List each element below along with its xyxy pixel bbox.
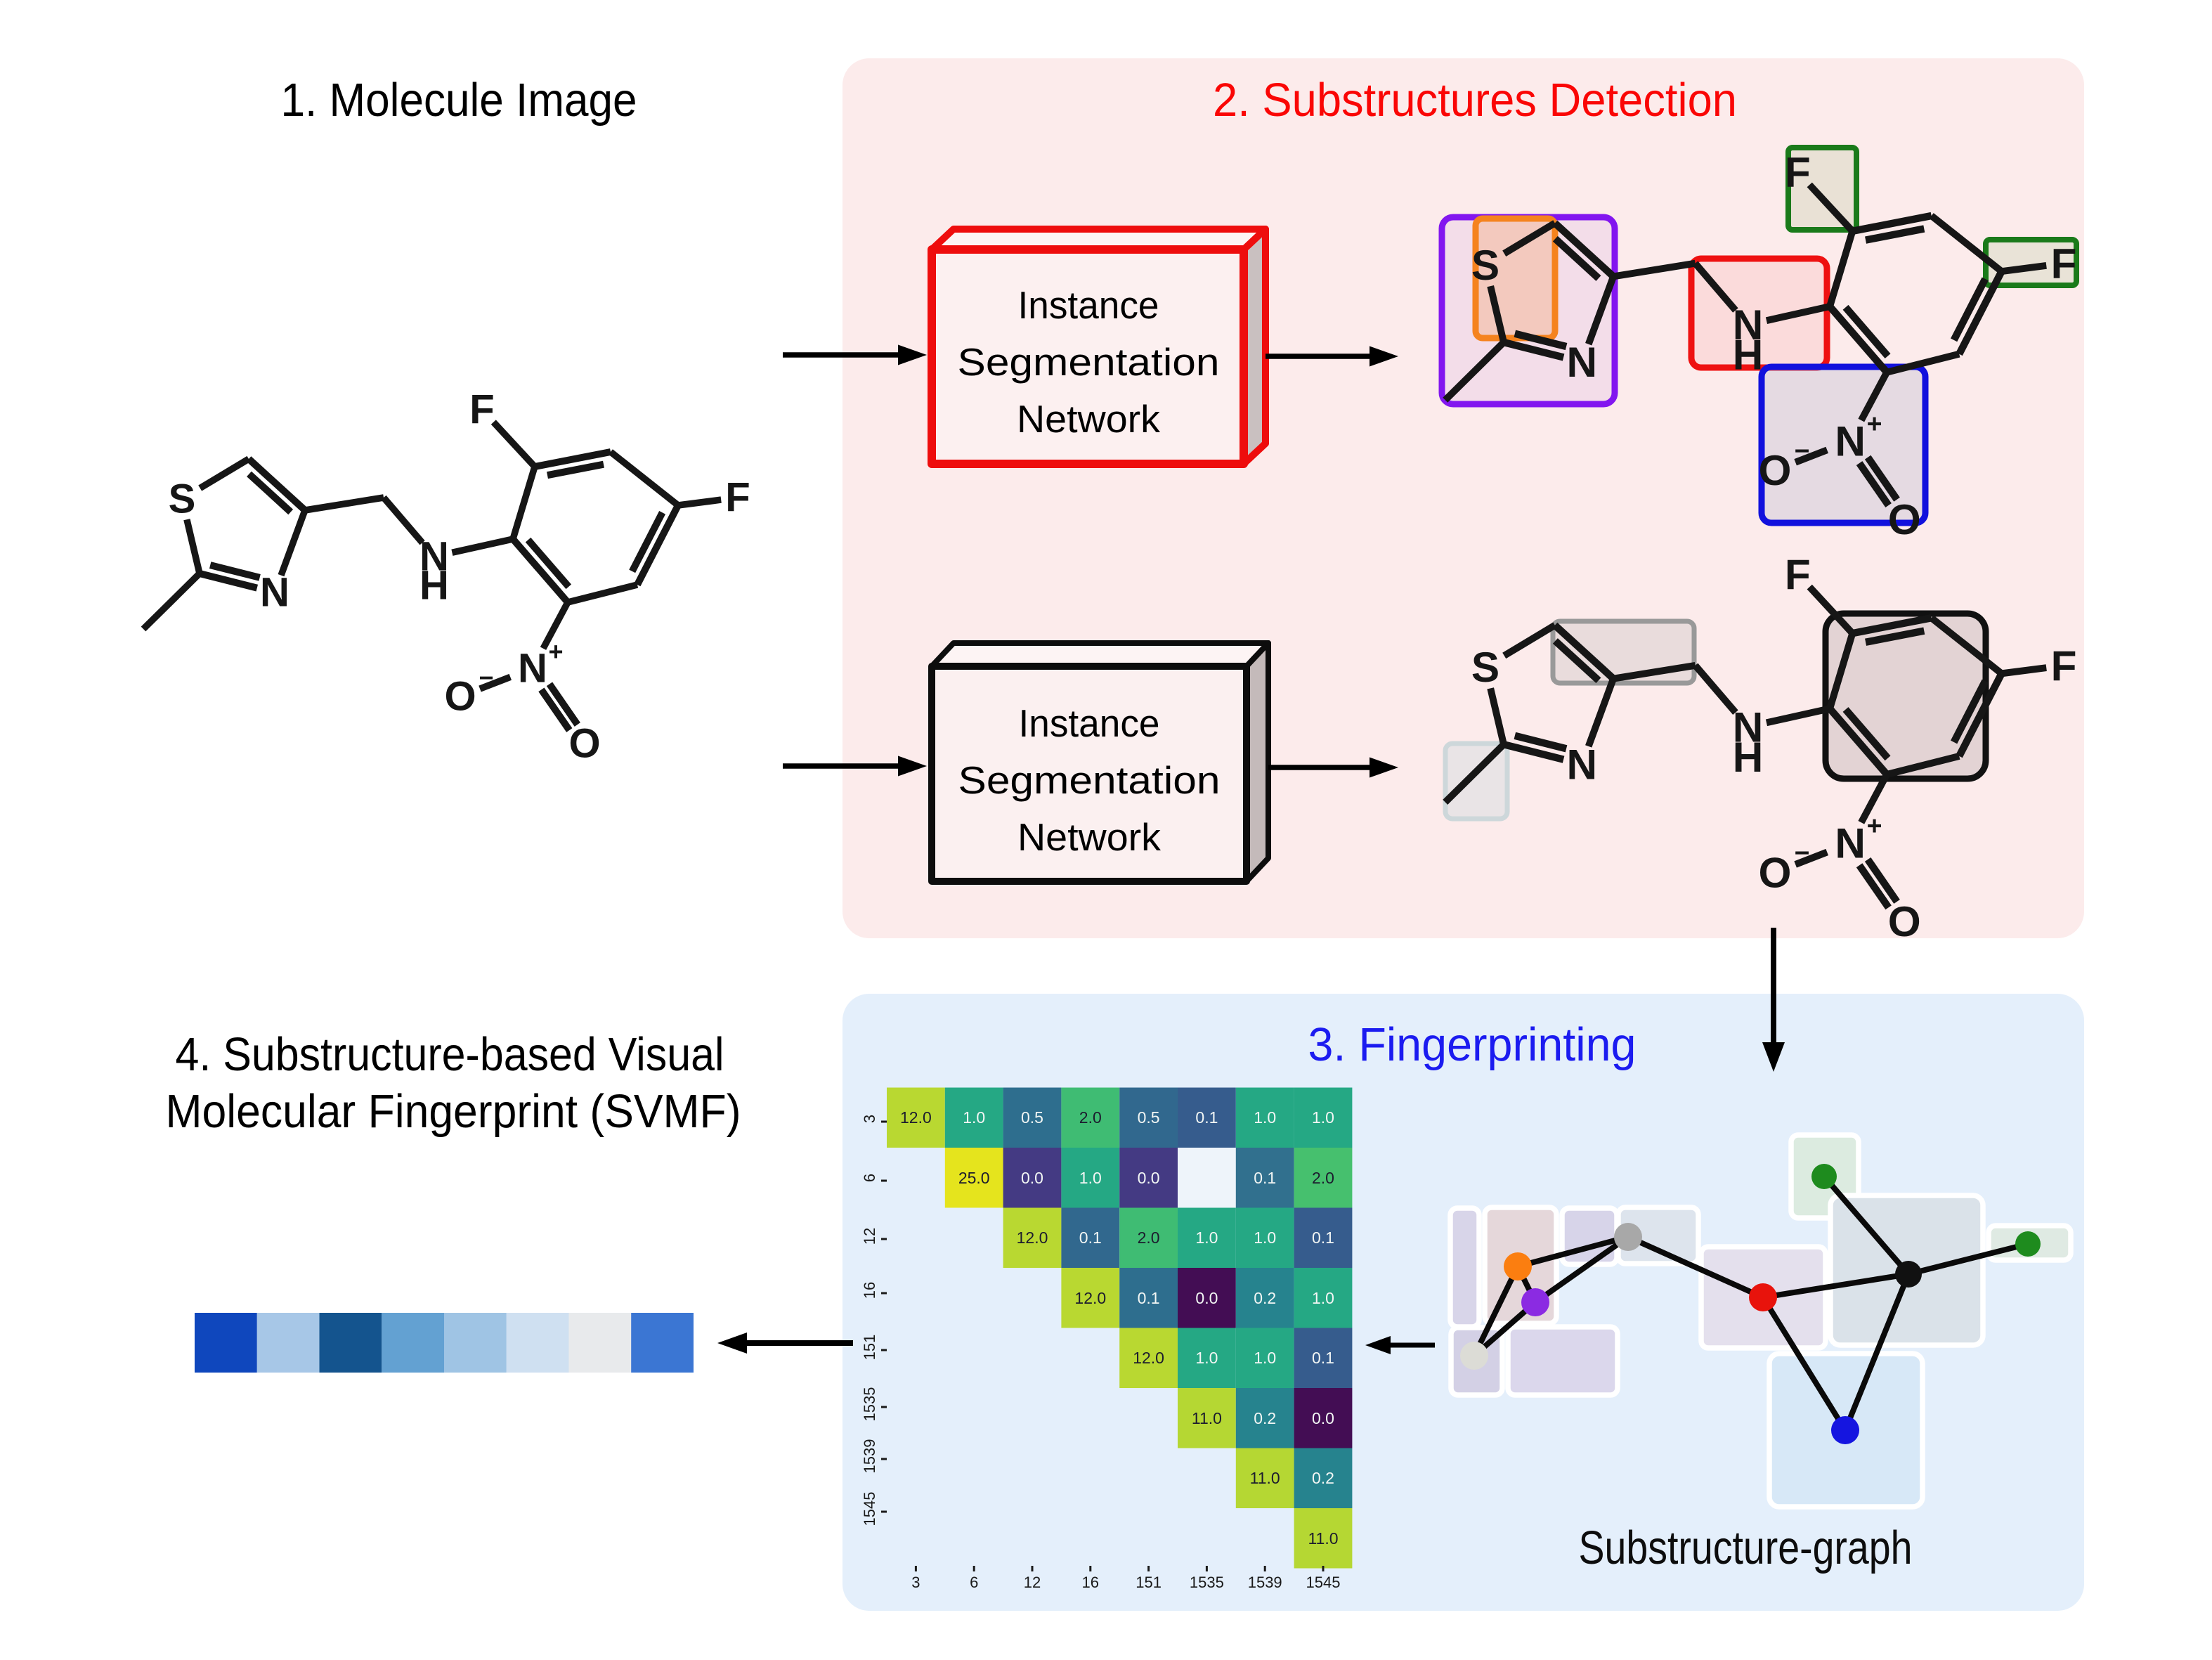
svg-text:0.1: 0.1 [1312,1349,1334,1367]
svg-text:Segmentation: Segmentation [958,340,1220,384]
svg-text:11.0: 11.0 [1308,1529,1338,1548]
svg-text:12.0: 12.0 [900,1108,932,1127]
svg-text:12.0: 12.0 [1133,1349,1164,1367]
svg-text:Network: Network [1017,397,1160,441]
svg-text:12: 12 [861,1228,878,1245]
svg-text:1.0: 1.0 [1254,1228,1276,1247]
svg-text:0.1: 0.1 [1079,1228,1102,1247]
svg-text:16: 16 [1082,1574,1099,1591]
svg-text:0.0: 0.0 [1138,1169,1160,1187]
svg-text:0.2: 0.2 [1312,1469,1334,1487]
svg-text:0.5: 0.5 [1138,1108,1160,1127]
svg-text:1.0: 1.0 [1312,1289,1334,1307]
svg-text:1.0: 1.0 [1079,1169,1102,1187]
svg-text:0.2: 0.2 [1254,1409,1276,1427]
svg-text:12.0: 12.0 [1017,1228,1048,1247]
svg-text:2.0: 2.0 [1079,1108,1102,1127]
svg-text:151: 151 [861,1335,878,1361]
svg-text:12: 12 [1024,1574,1041,1591]
svg-text:0.2: 0.2 [1254,1289,1276,1307]
svg-text:1.0: 1.0 [1195,1349,1218,1367]
svg-text:2.0: 2.0 [1138,1228,1160,1247]
svg-text:25.0: 25.0 [958,1169,990,1187]
svg-text:3: 3 [911,1574,920,1591]
svg-text:1545: 1545 [1306,1574,1341,1591]
svg-text:2.0: 2.0 [1312,1169,1334,1187]
svg-text:6: 6 [970,1574,978,1591]
svg-text:151: 151 [1136,1574,1162,1591]
svg-text:4. Substructure-based Visual: 4. Substructure-based Visual [176,1028,724,1081]
svg-text:1.0: 1.0 [963,1108,985,1127]
svg-text:Molecular Fingerprint (SVMF): Molecular Fingerprint (SVMF) [166,1085,741,1138]
svg-text:1.0: 1.0 [1254,1349,1276,1367]
svg-text:1.0: 1.0 [1312,1108,1334,1127]
svg-text:3: 3 [861,1115,878,1123]
svg-text:Substructure-graph: Substructure-graph [1579,1522,1913,1574]
svg-text:1539: 1539 [861,1439,878,1474]
svg-text:Instance: Instance [1019,701,1160,745]
svg-text:0.1: 0.1 [1312,1228,1334,1247]
svg-text:0.0: 0.0 [1021,1169,1043,1187]
svg-text:0.0: 0.0 [1195,1289,1218,1307]
svg-text:12.0: 12.0 [1074,1289,1106,1307]
svg-text:0.1: 0.1 [1138,1289,1160,1307]
svg-text:0.1: 0.1 [1195,1108,1218,1127]
svg-text:1545: 1545 [861,1492,878,1526]
svg-text:1535: 1535 [1190,1574,1224,1591]
svg-text:1. Molecule Image: 1. Molecule Image [281,74,637,127]
svg-text:1.0: 1.0 [1254,1108,1276,1127]
svg-text:1539: 1539 [1248,1574,1282,1591]
svg-text:11.0: 11.0 [1250,1469,1280,1487]
svg-text:16: 16 [861,1282,878,1299]
svg-text:11.0: 11.0 [1192,1409,1222,1427]
svg-text:2. Substructures Detection: 2. Substructures Detection [1213,74,1737,127]
svg-text:1535: 1535 [861,1387,878,1422]
svg-text:3. Fingerprinting: 3. Fingerprinting [1308,1018,1637,1071]
svg-text:1.0: 1.0 [1195,1228,1218,1247]
svg-text:Network: Network [1017,815,1161,859]
svg-text:0.0: 0.0 [1312,1409,1334,1427]
svg-text:6: 6 [861,1174,878,1182]
svg-text:0.5: 0.5 [1021,1108,1043,1127]
svg-text:Segmentation: Segmentation [958,758,1221,802]
svg-text:0.1: 0.1 [1254,1169,1276,1187]
svg-text:Instance: Instance [1018,283,1159,327]
